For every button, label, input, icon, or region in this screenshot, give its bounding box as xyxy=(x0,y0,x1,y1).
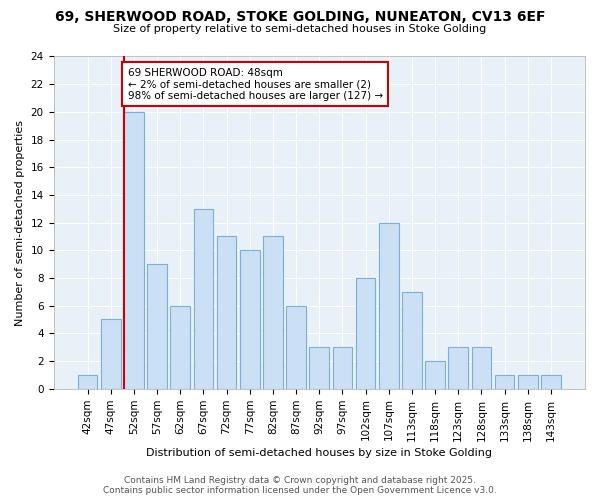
Bar xyxy=(425,361,445,388)
Bar xyxy=(472,347,491,389)
Bar xyxy=(518,375,538,388)
Bar xyxy=(263,236,283,388)
Bar xyxy=(101,320,121,388)
Bar xyxy=(332,347,352,389)
Text: 69 SHERWOOD ROAD: 48sqm
← 2% of semi-detached houses are smaller (2)
98% of semi: 69 SHERWOOD ROAD: 48sqm ← 2% of semi-det… xyxy=(128,68,383,101)
Bar xyxy=(402,292,422,388)
Text: Contains HM Land Registry data © Crown copyright and database right 2025.
Contai: Contains HM Land Registry data © Crown c… xyxy=(103,476,497,495)
Y-axis label: Number of semi-detached properties: Number of semi-detached properties xyxy=(15,120,25,326)
Bar xyxy=(356,278,376,388)
Text: 69, SHERWOOD ROAD, STOKE GOLDING, NUNEATON, CV13 6EF: 69, SHERWOOD ROAD, STOKE GOLDING, NUNEAT… xyxy=(55,10,545,24)
Bar xyxy=(77,375,97,388)
Bar xyxy=(240,250,260,388)
Text: Size of property relative to semi-detached houses in Stoke Golding: Size of property relative to semi-detach… xyxy=(113,24,487,34)
X-axis label: Distribution of semi-detached houses by size in Stoke Golding: Distribution of semi-detached houses by … xyxy=(146,448,492,458)
Bar xyxy=(170,306,190,388)
Bar xyxy=(448,347,468,389)
Bar xyxy=(495,375,514,388)
Bar xyxy=(124,112,144,388)
Bar xyxy=(379,222,398,388)
Bar xyxy=(147,264,167,388)
Bar xyxy=(541,375,561,388)
Bar xyxy=(217,236,236,388)
Bar xyxy=(310,347,329,389)
Bar xyxy=(194,209,213,388)
Bar xyxy=(286,306,306,388)
